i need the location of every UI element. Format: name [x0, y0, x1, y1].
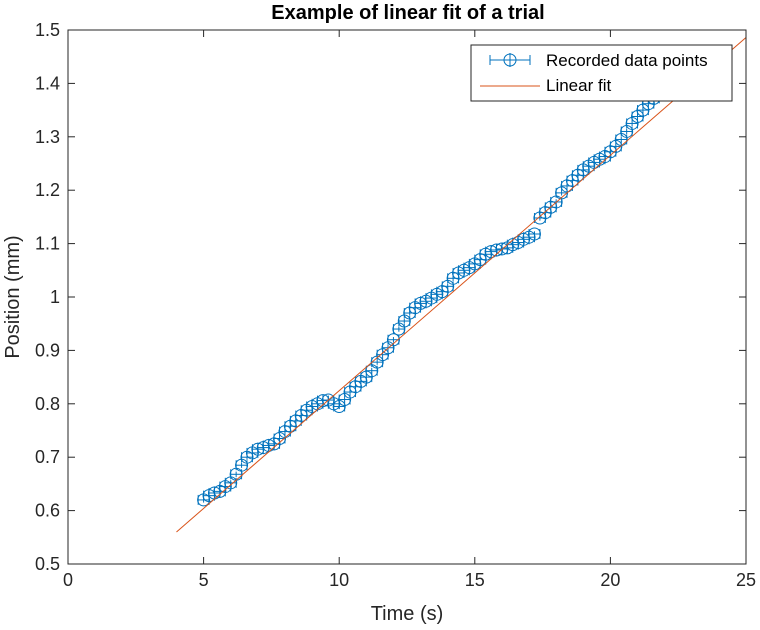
y-tick-label: 1.3: [35, 127, 60, 147]
chart-title: Example of linear fit of a trial: [271, 2, 544, 24]
x-tick-label: 10: [329, 570, 349, 590]
point-marker: [527, 227, 541, 241]
y-tick-label: 1.4: [35, 73, 60, 93]
legend-marker-data: [489, 53, 531, 67]
y-tick-label: 1.1: [35, 234, 60, 254]
data-point: [392, 322, 406, 336]
y-tick-label: 0.7: [35, 447, 60, 467]
y-tick-label: 0.9: [35, 340, 60, 360]
y-tick-label: 1: [50, 287, 60, 307]
y-axis-label: Position (mm): [2, 235, 24, 358]
legend-box: [470, 44, 733, 102]
y-tick-label: 0.6: [35, 501, 60, 521]
axes: 0 5 10 15 20 25 0.5 0.6 0.7 0.8 0.9 1 1.1 1.2 1.3 1.4 1.…: [35, 20, 756, 590]
legend: Recorded data points Linear fit: [470, 44, 733, 102]
x-tick-label: 25: [736, 570, 756, 590]
x-tick-label: 0: [63, 570, 73, 590]
y-tick-label: 1.5: [35, 20, 60, 40]
data-point: [338, 393, 352, 407]
y-tick-label: 0.5: [35, 554, 60, 574]
x-axis-label: Time (s): [371, 603, 444, 625]
legend-label-data: Recorded data points: [546, 51, 708, 70]
data-point: [527, 227, 541, 241]
legend-label-fit: Linear fit: [546, 76, 611, 95]
plot-area: [68, 30, 746, 564]
y-tick-label: 0.8: [35, 394, 60, 414]
data-point: [386, 333, 400, 347]
data-point: [620, 124, 634, 138]
x-tick-label: 5: [199, 570, 209, 590]
x-tick-label: 15: [465, 570, 485, 590]
fit-line: [176, 37, 747, 533]
y-tick-label: 1.2: [35, 180, 60, 200]
x-tick-label: 20: [600, 570, 620, 590]
